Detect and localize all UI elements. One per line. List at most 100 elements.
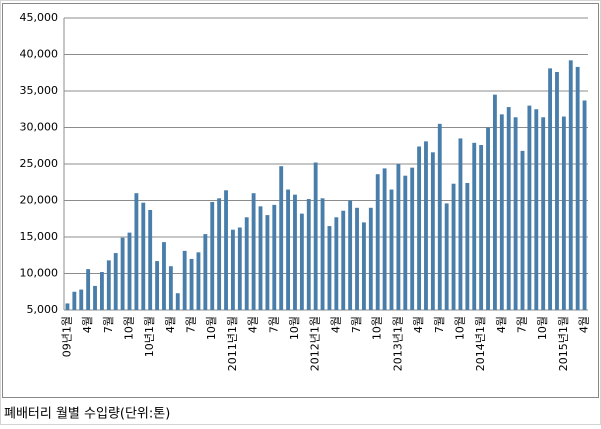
bar [203, 234, 208, 310]
bar [492, 94, 497, 311]
bar [86, 269, 91, 310]
bar [306, 199, 311, 310]
bar [120, 237, 125, 310]
bar [582, 100, 587, 311]
bar [79, 289, 84, 310]
bar [430, 152, 435, 310]
x-tick-label: 7월 [267, 316, 280, 333]
bar [361, 222, 366, 310]
bar [230, 229, 235, 310]
bar [217, 198, 222, 310]
bar [93, 285, 97, 310]
x-tick-label: 10월 [371, 316, 384, 340]
x-tick-label: 10월 [453, 316, 466, 340]
bar [382, 168, 387, 310]
bar [141, 202, 146, 310]
x-tick-label: 2011년1월 [226, 316, 239, 371]
caption: 폐배터리 월별 수입량(단위:톤) [4, 407, 170, 422]
x-tick-label: 10월 [123, 316, 136, 340]
bar [279, 166, 284, 310]
bar [106, 260, 111, 310]
bar [437, 123, 442, 310]
y-tick-label: 25,000 [20, 157, 59, 170]
bar [182, 250, 187, 310]
bar [403, 175, 408, 310]
bar [189, 258, 194, 310]
x-tick-label: 2015년1월 [557, 316, 570, 371]
x-tick-label: 7월 [185, 316, 198, 333]
bar [210, 201, 215, 310]
y-tick-label: 5,000 [27, 303, 59, 316]
bar [265, 215, 270, 310]
bar [341, 210, 346, 310]
bar [534, 109, 539, 310]
bar [65, 303, 70, 310]
x-tick-label: 4월 [164, 316, 177, 333]
bar [237, 227, 242, 310]
bar [472, 142, 477, 310]
bar [327, 226, 332, 310]
x-tick-label: 4월 [81, 316, 94, 333]
x-tick-label: 4월 [329, 316, 342, 333]
x-tick-label: 2014년1월 [474, 316, 487, 371]
bar [299, 213, 304, 310]
y-tick-label: 30,000 [20, 121, 59, 134]
x-tick-label: 7월 [433, 316, 446, 333]
bar [389, 189, 394, 310]
bar [320, 198, 325, 310]
bar [541, 117, 546, 310]
bar [113, 253, 118, 310]
bar [575, 66, 580, 310]
x-tick-label: 10년1월 [143, 316, 156, 357]
bar [368, 207, 373, 310]
bar [99, 272, 104, 310]
chart: 5,000 10,000 15,000 20,000 25,000 30,000 35,00… [20, 11, 591, 371]
x-tick-label: 7월 [350, 316, 363, 333]
bar [410, 167, 415, 310]
bar [506, 107, 511, 310]
bar [72, 291, 77, 310]
bar [499, 114, 504, 310]
bar [258, 206, 263, 310]
bar [417, 146, 422, 310]
bar [168, 266, 173, 310]
bar [162, 242, 166, 310]
bar [148, 209, 153, 310]
bar [458, 138, 463, 310]
y-tick-label: 40,000 [20, 48, 59, 61]
bar [548, 68, 553, 311]
bar [127, 232, 132, 310]
bar [444, 203, 449, 310]
y-tick-label: 10,000 [20, 267, 59, 280]
x-tick-label: 4월 [495, 316, 508, 333]
bar [196, 252, 201, 310]
y-tick-label: 15,000 [20, 230, 59, 243]
bar [465, 182, 470, 310]
bar [155, 261, 160, 310]
x-tick-label: 7월 [516, 316, 529, 333]
y-tick-label: 45,000 [20, 11, 59, 24]
x-tick-label: 4월 [412, 316, 425, 333]
bar [313, 162, 318, 310]
bar [555, 72, 559, 311]
bar [224, 190, 228, 310]
bar [561, 116, 566, 310]
bar [513, 117, 518, 310]
bar [520, 150, 525, 310]
x-tick-label: 09년1월 [60, 316, 73, 357]
bar [396, 164, 401, 310]
x-tick-label: 10월 [536, 316, 549, 340]
bar [479, 145, 484, 310]
bar [451, 183, 456, 310]
bar [424, 141, 428, 310]
x-tick-label: 10월 [288, 316, 301, 340]
bar [568, 60, 573, 311]
y-tick-label: 35,000 [20, 84, 59, 97]
bar [251, 193, 256, 310]
bar [286, 189, 291, 310]
bar [375, 174, 380, 310]
bar [527, 105, 532, 310]
bar [134, 193, 139, 310]
x-tick-label: 2012년1월 [309, 316, 322, 371]
